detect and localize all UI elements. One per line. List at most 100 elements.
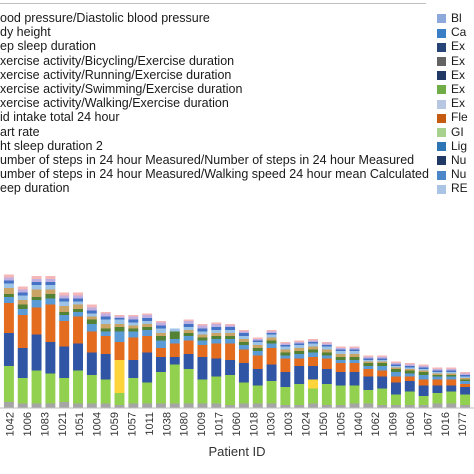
legend-right-entry: Ex xyxy=(437,96,465,110)
legend-left-entry: ood pressure/Diastolic blood pressure xyxy=(0,11,210,25)
bar-segment xyxy=(128,322,139,326)
bar-segment xyxy=(128,378,139,404)
x-tick-label: 1080 xyxy=(179,412,191,436)
bar-segment xyxy=(197,324,208,326)
legend-swatch xyxy=(437,14,446,24)
bar-segment xyxy=(280,343,291,345)
bar-segment xyxy=(17,315,28,348)
bar-segment xyxy=(349,372,360,386)
bar-segment xyxy=(460,381,471,384)
bar-segment xyxy=(252,385,263,404)
bar-segment xyxy=(308,342,318,344)
bar-segment xyxy=(86,352,97,375)
bar-segment xyxy=(59,301,70,306)
bar-segment xyxy=(349,346,360,348)
bar-segment xyxy=(128,316,139,320)
bar-segment xyxy=(335,405,346,408)
bar-segment xyxy=(59,292,70,296)
bar-segment xyxy=(377,376,388,389)
bar-segment xyxy=(363,369,374,377)
bar-segment xyxy=(266,403,277,408)
legend-label: xercise activity/Walking/Exercise durati… xyxy=(0,96,229,111)
legend-left-entry: dy height xyxy=(0,25,51,39)
bar-segment xyxy=(432,367,443,369)
bar-segment xyxy=(418,379,429,386)
bar-segment xyxy=(31,276,42,279)
bar-segment xyxy=(404,363,415,365)
bar-segment xyxy=(100,336,111,354)
bar-segment xyxy=(294,345,305,348)
bar-segment xyxy=(86,316,97,320)
bar-segment xyxy=(238,336,249,339)
bar-segment xyxy=(142,352,153,383)
bar-segment xyxy=(31,297,42,300)
bar-segment xyxy=(114,342,125,360)
bar-segment xyxy=(446,367,457,369)
bar-segment xyxy=(225,360,236,375)
bar-segment xyxy=(363,390,374,404)
bar-segment xyxy=(100,324,111,329)
bar-segment xyxy=(31,282,42,285)
bar-segment xyxy=(335,372,346,386)
legend-label: Ex xyxy=(451,96,466,111)
bar-segment xyxy=(86,307,97,311)
x-tick-label: 1077 xyxy=(457,412,469,436)
bar-segment xyxy=(59,295,70,299)
legend-swatch xyxy=(437,113,446,123)
x-tick-label: 1005 xyxy=(335,412,347,436)
bar-segment xyxy=(294,348,305,351)
bar-segment xyxy=(211,324,222,327)
bar-segment xyxy=(432,370,443,372)
legend-right: Bl Ca Ex Ex Ex Ex Ex Fle GI Lig Nu Nu RE xyxy=(437,0,474,236)
bar-segment xyxy=(169,343,180,357)
x-tick-label: 1059 xyxy=(109,412,121,436)
bar-segment xyxy=(418,369,429,371)
bar-segment xyxy=(183,324,194,327)
legend-right-entry: Ex xyxy=(437,39,465,53)
bar-segment xyxy=(100,331,111,336)
bar-segment xyxy=(363,361,374,363)
legend-left-entry: ep sleep duration xyxy=(0,39,96,53)
bar-segment xyxy=(59,315,70,321)
bar-segment xyxy=(432,403,443,408)
legend-label: Fle xyxy=(451,110,468,125)
bar-segment xyxy=(45,304,56,342)
bar-segment xyxy=(460,384,471,387)
bar-segment xyxy=(128,325,139,329)
bar-segment xyxy=(377,388,388,405)
bar-segment xyxy=(432,375,443,377)
bar-segment xyxy=(377,370,388,377)
bar-segment xyxy=(155,348,166,357)
legend-right-entry: Ex xyxy=(437,82,465,96)
bar-segment xyxy=(155,328,166,333)
bar-segment xyxy=(31,300,42,308)
bar-segment xyxy=(17,304,28,309)
bar-segment xyxy=(280,372,291,387)
bar-segment xyxy=(308,346,318,350)
bar-segment xyxy=(377,357,388,359)
bar-segment xyxy=(114,331,125,342)
bar-segment xyxy=(349,363,360,372)
x-tick-label: 1021 xyxy=(57,412,69,436)
bar-segment xyxy=(252,337,263,339)
bar-segment xyxy=(169,357,180,365)
bar-segment xyxy=(294,405,305,408)
x-tick-label: 1017 xyxy=(213,412,225,436)
legend-right-entry: Bl xyxy=(437,11,462,25)
bar-segment xyxy=(377,405,388,408)
x-tick-label: 1006 xyxy=(22,412,34,436)
legend-label: id intake total 24 hour xyxy=(0,110,120,125)
bar-segment xyxy=(59,298,70,302)
bar-segment xyxy=(294,358,305,366)
bar-segment xyxy=(183,330,194,333)
bar-segment xyxy=(390,361,401,363)
legend-label: GI xyxy=(451,124,464,139)
bar-segment xyxy=(335,385,346,405)
x-axis-title: Patient ID xyxy=(208,444,266,459)
legend-swatch xyxy=(437,127,446,137)
bar-segment xyxy=(142,327,153,330)
x-tick-label: 1003 xyxy=(283,412,295,436)
bar-segment xyxy=(114,315,125,317)
bar-segment xyxy=(225,327,236,330)
x-tick-label: 1038 xyxy=(161,412,173,436)
